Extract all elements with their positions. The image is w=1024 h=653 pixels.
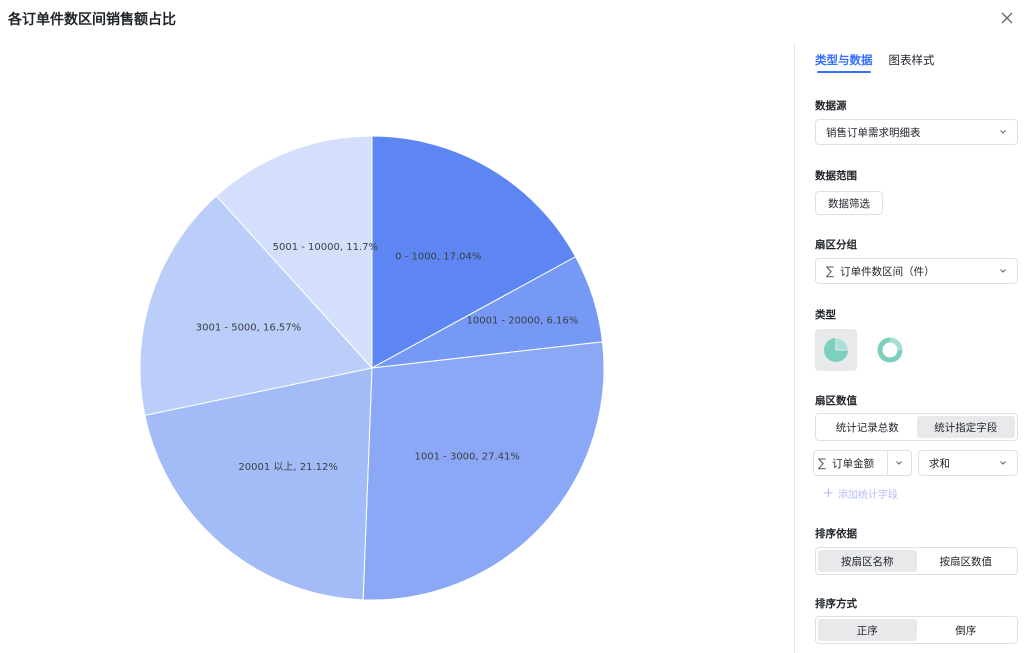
count-records-option[interactable]: 统计记录总数 (835, 421, 899, 434)
pie-chart: 0 - 1000, 17.04% 10001 - 20000, 6.16% 1001… (0, 40, 794, 653)
specified-field-option[interactable]: 统计指定字段 (916, 416, 1015, 438)
sigma-icon: ∑ (818, 456, 827, 470)
pie-slice[interactable] (144, 367, 373, 601)
select-divider (887, 451, 888, 475)
chevron-down-icon (1000, 130, 1006, 134)
value-field-value: 订单金额 (832, 457, 875, 470)
tab-chart-style[interactable]: 图表样式 (888, 53, 935, 67)
chart-type-label: 类型 (815, 309, 836, 321)
sector-value-label: 扇区数值 (815, 395, 857, 407)
sort-by-value-option[interactable]: 按扇区数值 (939, 555, 993, 568)
sort-by-toggle: 按扇区名称 按扇区数值 (815, 547, 1018, 575)
sector-group-label: 扇区分组 (815, 239, 857, 251)
aggregation-value: 求和 (929, 457, 950, 470)
close-icon[interactable] (998, 9, 1016, 27)
panel-divider (794, 42, 795, 653)
add-stat-field-label: 添加统计字段 (837, 490, 898, 501)
chevron-down-icon (1000, 461, 1006, 465)
tab-type-and-data[interactable]: 类型与数据 (815, 52, 873, 74)
data-filter-button[interactable]: 数据筛选 (815, 191, 883, 215)
chevron-down-icon (1000, 269, 1006, 273)
sort-descending-option[interactable]: 倒序 (955, 624, 977, 637)
pie-slice-label: 3001 - 5000, 16.57% (196, 323, 301, 334)
data-source-value: 销售订单需求明细表 (826, 126, 921, 139)
pie-slice-label: 10001 - 20000, 6.16% (467, 315, 579, 326)
data-source-select[interactable]: 销售订单需求明细表 (815, 119, 1018, 145)
pie-chart-svg: 0 - 1000, 17.04% 10001 - 20000, 6.16% 1001… (139, 135, 605, 601)
pie-slice-label: 1001 - 3000, 27.41% (415, 451, 520, 462)
chevron-down-icon (896, 461, 902, 465)
pie-slice-label: 5001 - 10000, 11.7% (273, 242, 378, 253)
pie-slice[interactable] (371, 135, 577, 369)
pie-slice[interactable] (215, 135, 373, 370)
sort-by-name-option[interactable]: 按扇区名称 (818, 550, 917, 572)
value-field-select[interactable]: ∑ 订单金额 (813, 450, 912, 476)
pie-slice-label: 20001 以上, 21.12% (238, 461, 337, 473)
type-pie-option[interactable] (815, 329, 857, 371)
sector-group-select[interactable]: ∑ 订单件数区间（件） (815, 258, 1018, 284)
add-stat-field-button[interactable]: + 添加统计字段 (823, 486, 898, 501)
sort-ascending-option[interactable]: 正序 (818, 619, 917, 641)
pie-slice[interactable] (362, 341, 605, 601)
ring-type-icon (877, 337, 903, 363)
sort-order-label: 排序方式 (815, 598, 857, 610)
sort-order-toggle: 正序 倒序 (815, 616, 1018, 644)
sector-group-value: 订单件数区间（件） (840, 265, 935, 278)
dialog-title: 各订单件数区间销售额占比 (8, 12, 176, 28)
data-source-label: 数据源 (815, 100, 847, 112)
type-ring-option[interactable] (869, 329, 911, 371)
config-panel: 类型与数据 图表样式 数据源 销售订单需求明细表 数据范围 数据筛选 扇区分组 … (795, 40, 1024, 653)
pie-type-icon (824, 337, 849, 362)
panel-tabs: 类型与数据 图表样式 (815, 52, 935, 74)
pie-slice-label: 0 - 1000, 17.04% (395, 251, 481, 262)
sigma-icon: ∑ (826, 264, 835, 278)
aggregation-select[interactable]: 求和 (918, 450, 1018, 476)
plus-icon: + (823, 486, 834, 501)
sector-value-mode: 统计记录总数 统计指定字段 (815, 413, 1018, 441)
sort-by-label: 排序依据 (815, 528, 857, 540)
data-range-label: 数据范围 (815, 170, 857, 182)
pie-slice[interactable] (139, 195, 373, 416)
